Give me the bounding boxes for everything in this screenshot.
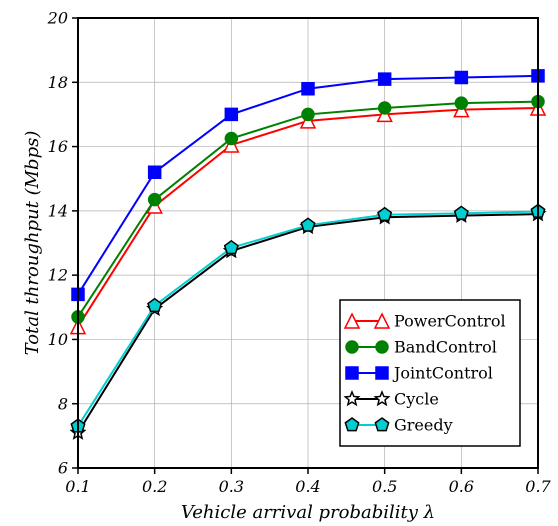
chart-bg (0, 0, 558, 526)
xtick-label: 0.6 (449, 477, 474, 496)
legend-label-joint: JointControl (392, 364, 493, 383)
ytick-label: 12 (48, 266, 68, 285)
ytick-label: 6 (58, 459, 68, 478)
xtick-label: 0.2 (142, 477, 167, 496)
legend-label-power: PowerControl (394, 312, 506, 331)
ytick-label: 14 (48, 201, 68, 220)
y-axis-label: Total throughput (Mbps) (22, 131, 43, 356)
ytick-label: 10 (48, 330, 68, 349)
legend: PowerControl BandControl JointControl Cycle… (340, 300, 520, 446)
throughput-chart: 0.1 0.2 0.3 0.4 0.5 0.6 0.7 6 8 10 12 14 16 18 20 Vehic… (0, 0, 558, 526)
xtick-label: 0.7 (525, 477, 551, 496)
x-axis-label: Vehicle arrival probability λ (181, 502, 435, 523)
ytick-label: 16 (48, 137, 68, 156)
ytick-label: 20 (47, 9, 68, 28)
legend-label-cycle: Cycle (394, 390, 439, 409)
xtick-label: 0.4 (295, 477, 320, 496)
xtick-label: 0.3 (219, 477, 244, 496)
ytick-label: 8 (58, 394, 68, 413)
xtick-label: 0.5 (372, 477, 397, 496)
ytick-label: 18 (48, 73, 68, 92)
legend-label-band: BandControl (394, 338, 497, 357)
xtick-label: 0.1 (65, 477, 90, 496)
legend-label-greedy: Greedy (394, 416, 453, 435)
